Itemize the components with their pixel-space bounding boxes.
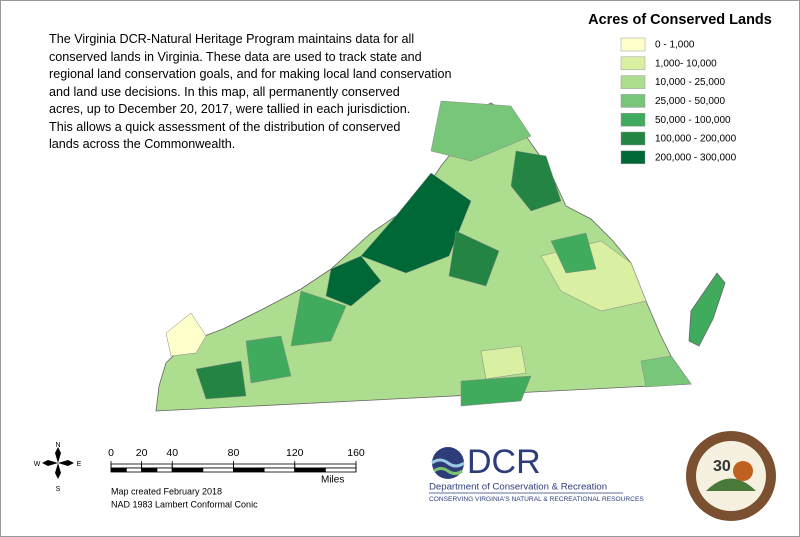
- region: [448, 230, 500, 287]
- scale-segment: [202, 467, 234, 473]
- logo-department: Department of Conservation & Recreation: [429, 482, 607, 493]
- legend-swatch: [620, 56, 646, 71]
- legend-label: 10,000 - 25,000: [655, 77, 725, 88]
- description-line: acres, up to December 20, 2017, were tal…: [49, 102, 411, 116]
- description-line: and land use decisions. In this map, all…: [49, 84, 400, 99]
- scale-segment: [110, 467, 127, 473]
- region: [480, 345, 527, 380]
- compass: N S W E: [34, 442, 82, 493]
- scale-bar: 0 20 40 80 120 160: [108, 447, 365, 473]
- dcr-logo: DCR Department of Conservation & Recreat…: [429, 443, 644, 503]
- legend-label: 50,000 - 100,000: [655, 115, 731, 126]
- scale-segment: [171, 467, 204, 473]
- logo-tagline: CONSERVING VIRGINIA'S NATURAL & RECREATI…: [429, 496, 644, 503]
- scale-tick-label: 20: [136, 447, 148, 459]
- scale-segment: [294, 467, 326, 473]
- legend-title: Acres of Conserved Lands: [588, 12, 772, 28]
- region: [640, 355, 692, 388]
- compass-e: E: [77, 461, 82, 468]
- scale-segment: [233, 463, 296, 469]
- scale-segment: [156, 467, 173, 473]
- legend-label: 200,000 - 300,000: [655, 152, 737, 163]
- legend-label: 0 - 1,000: [655, 40, 695, 51]
- region: [460, 375, 532, 407]
- compass-n: N: [55, 442, 60, 449]
- description-line: regional land conservation goals, and fo…: [49, 67, 452, 81]
- credit: NAD 1983 Lambert Conformal Conic: [111, 499, 258, 509]
- legend-swatch: [620, 150, 646, 165]
- legend-label: 25,000 - 50,000: [655, 96, 725, 107]
- legend-swatch: [620, 112, 646, 127]
- region: [430, 100, 532, 162]
- scale-tick-label: 40: [166, 447, 178, 459]
- compass-s: S: [56, 486, 61, 493]
- scale-segment: [141, 467, 158, 473]
- legend-swatch: [620, 131, 646, 146]
- legend-label: 1,000- 10,000: [655, 58, 717, 69]
- eastern-shore: [688, 272, 726, 347]
- scale-tick-label: 0: [108, 447, 114, 459]
- region: [245, 335, 292, 384]
- scale-segment: [233, 467, 265, 473]
- scale-segment: [263, 467, 296, 473]
- logo-name: DCR: [467, 443, 541, 481]
- scale-tick-label: 80: [228, 447, 240, 459]
- scale-segment: [324, 467, 357, 473]
- scale-segment: [125, 467, 143, 473]
- legend-label: 100,000 - 200,000: [655, 134, 737, 145]
- scale-segment: [110, 463, 143, 469]
- region: [325, 255, 382, 307]
- region: [290, 290, 347, 347]
- description-line: The Virginia DCR-Natural Heritage Progra…: [49, 32, 415, 46]
- region: [195, 360, 247, 400]
- scale-segment: [141, 463, 173, 469]
- region: [165, 312, 207, 357]
- description-line: conserved lands in Virginia. These data …: [49, 49, 422, 64]
- scale-segment: [294, 463, 357, 469]
- region: [510, 150, 562, 212]
- region: [550, 232, 597, 274]
- region: [360, 172, 472, 274]
- scale-segment: [171, 463, 234, 469]
- seal-number: 30: [713, 458, 731, 475]
- seal: 30: [686, 431, 776, 521]
- scale-tick-label: 120: [286, 447, 304, 459]
- credit: Map created February 2018: [111, 486, 222, 496]
- legend-swatch: [620, 37, 646, 52]
- description-line: This allows a quick assessment of the di…: [49, 119, 401, 134]
- scale-tick-label: 160: [347, 447, 365, 459]
- compass-w: W: [34, 461, 41, 468]
- description: The Virginia DCR-Natural Heritage Progra…: [49, 31, 452, 154]
- description-line: lands across the Commonwealth.: [49, 137, 236, 151]
- scale-unit: Miles: [321, 475, 344, 486]
- legend: Acres of Conserved Lands 0 - 1,000 1,000- …: [588, 12, 772, 165]
- legend-swatch: [620, 75, 646, 89]
- legend-swatch: [620, 94, 646, 108]
